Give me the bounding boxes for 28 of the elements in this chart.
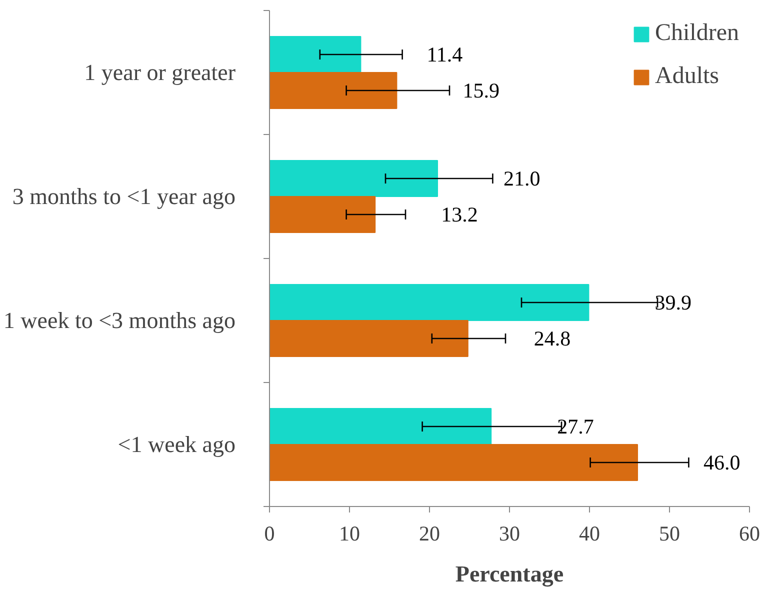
- bar: [270, 196, 376, 233]
- y-tick-label: 1 year or greater: [84, 60, 236, 85]
- data-label: 21.0: [504, 166, 540, 191]
- bar: [270, 36, 362, 73]
- bar: [270, 444, 638, 481]
- bar: [270, 320, 468, 357]
- data-label: 24.8: [534, 326, 571, 350]
- x-tick-label: 50: [659, 522, 680, 546]
- bar: [270, 284, 590, 321]
- bar: [270, 72, 398, 109]
- x-tick-label: 60: [739, 522, 760, 546]
- bar: [270, 160, 438, 197]
- y-tick-label: 1 week to <3 months ago: [3, 308, 236, 333]
- data-label: 13.2: [441, 202, 478, 226]
- data-label: 11.4: [426, 42, 464, 67]
- y-tick-label: <1 week ago: [118, 432, 236, 457]
- x-tick-label: 30: [499, 522, 520, 546]
- x-axis-title: Percentage: [455, 562, 564, 588]
- x-tick-label: 10: [339, 522, 360, 546]
- legend-label: Children: [655, 20, 739, 47]
- y-tick-label: 3 months to <1 year ago: [12, 184, 236, 209]
- data-label: 15.9: [462, 78, 500, 102]
- x-tick-label: 0: [264, 522, 275, 546]
- x-tick-label: 20: [419, 522, 440, 546]
- bar: [270, 408, 492, 445]
- data-label: 46.0: [704, 450, 740, 474]
- legend-label: Adults: [655, 63, 720, 90]
- x-tick-label: 40: [579, 522, 600, 546]
